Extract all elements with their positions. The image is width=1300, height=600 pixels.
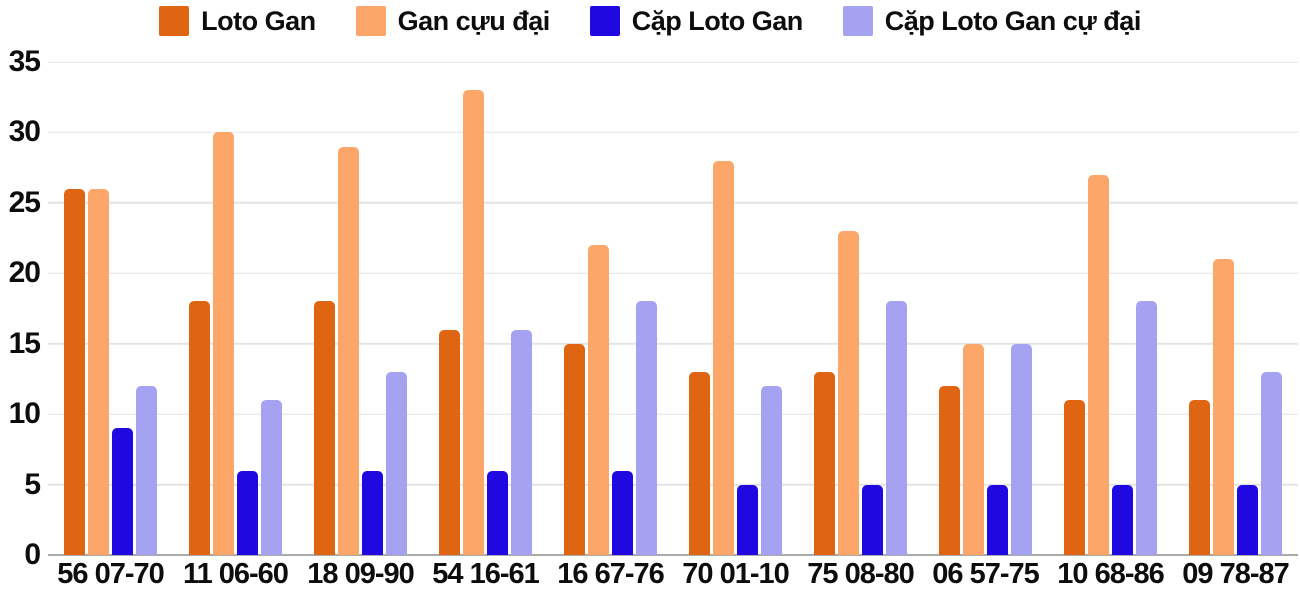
legend-label: Cặp Loto Gan	[631, 5, 804, 36]
bar-group-10	[1173, 62, 1298, 555]
bar	[1011, 343, 1032, 555]
bar	[1064, 400, 1085, 555]
bar	[64, 188, 85, 555]
bar	[88, 188, 109, 555]
bar	[1112, 484, 1133, 555]
bar-group-6	[673, 62, 798, 555]
bar-group-2	[173, 62, 298, 555]
gridline-15	[48, 342, 1298, 345]
bar	[886, 301, 907, 555]
bar	[511, 329, 532, 555]
bar	[112, 428, 133, 555]
bar	[814, 371, 835, 555]
bar-group-9	[1048, 62, 1173, 555]
bar-group-5	[548, 62, 673, 555]
bar	[136, 385, 157, 555]
bar-group-7	[798, 62, 923, 555]
bar	[1088, 174, 1109, 555]
bar	[487, 470, 508, 555]
legend-label: Loto Gan	[201, 5, 316, 36]
bar	[463, 90, 484, 555]
y-tick-label: 10	[8, 397, 41, 431]
gridline-10	[48, 413, 1298, 415]
bar-groups	[48, 62, 1298, 555]
bar	[1261, 371, 1282, 555]
bar	[588, 245, 609, 555]
bar	[963, 343, 984, 555]
legend-swatch-icon	[589, 6, 620, 36]
plot-area	[48, 61, 1298, 556]
bar	[713, 160, 734, 555]
bar	[1136, 301, 1157, 555]
bar	[862, 484, 883, 555]
y-tick-label: 35	[8, 45, 41, 78]
bar	[689, 371, 710, 555]
bar	[314, 301, 335, 555]
y-tick-label: 5	[24, 467, 41, 501]
legend-item-2[interactable]: Gan cựu đại	[355, 5, 551, 36]
gridline-5	[48, 483, 1298, 486]
gridline-0	[48, 554, 1298, 556]
bar	[362, 470, 383, 555]
y-tick-label: 30	[8, 115, 41, 149]
x-tick-label: 54 16-61	[432, 558, 540, 590]
bar	[636, 301, 657, 555]
bar	[386, 371, 407, 555]
legend-swatch-icon	[159, 6, 190, 36]
bar	[612, 470, 633, 555]
y-tick-label: 0	[24, 538, 41, 571]
bar	[564, 343, 585, 555]
bar	[761, 385, 782, 555]
x-tick-label: 11 06-60	[183, 558, 289, 590]
bar	[189, 301, 210, 555]
bar-group-3	[298, 62, 423, 555]
legend-swatch-icon	[355, 6, 386, 36]
bar	[261, 400, 282, 555]
bar	[338, 146, 359, 555]
gridline-30	[48, 131, 1298, 134]
x-tick-label: 16 67-76	[557, 558, 665, 590]
y-axis-labels: 0 5 10 15 20 25 30 35	[0, 47, 42, 570]
legend: Loto Gan Gan cựu đại Cặp Loto Gan Cặp Loto …	[0, 6, 1300, 36]
x-axis-labels: 56 07-70 11 06-60 18 09-90 54 16-61 16 67-76…	[48, 560, 1298, 589]
bar	[237, 470, 258, 555]
bar-group-1	[48, 62, 173, 555]
bar	[1237, 484, 1258, 555]
bar	[737, 484, 758, 555]
legend-label: Cặp Loto Gan cự đại	[884, 5, 1142, 36]
bar	[987, 484, 1008, 555]
legend-item-4[interactable]: Cặp Loto Gan cự đại	[842, 5, 1142, 36]
x-tick-label: 70 01-10	[682, 558, 790, 590]
x-tick-label: 56 07-70	[57, 558, 165, 590]
bar	[213, 132, 234, 555]
bar	[1213, 259, 1234, 555]
x-tick-label: 75 08-80	[807, 558, 915, 590]
bar-group-4	[423, 62, 548, 555]
x-tick-label: 18 09-90	[307, 558, 415, 590]
bar	[838, 231, 859, 555]
legend-item-1[interactable]: Loto Gan	[159, 5, 316, 36]
x-tick-label: 09 78-87	[1182, 558, 1290, 590]
y-tick-label: 20	[8, 256, 41, 290]
bar	[1189, 400, 1210, 555]
y-tick-label: 25	[8, 185, 41, 219]
gridline-20	[48, 272, 1298, 275]
x-tick-label: 10 68-86	[1057, 558, 1165, 590]
bar-group-8	[923, 62, 1048, 555]
legend-swatch-icon	[842, 6, 873, 36]
legend-item-3[interactable]: Cặp Loto Gan	[589, 5, 804, 36]
y-tick-label: 15	[8, 326, 41, 360]
legend-label: Gan cựu đại	[397, 5, 551, 36]
bar	[439, 329, 460, 555]
gridline-35	[48, 61, 1298, 63]
bar	[939, 385, 960, 555]
x-tick-label: 06 57-75	[932, 558, 1040, 590]
gridline-25	[48, 202, 1298, 204]
